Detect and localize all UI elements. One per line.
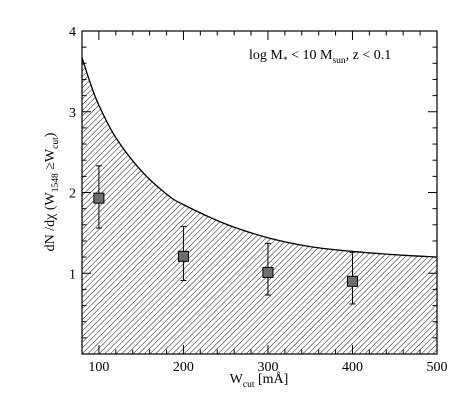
data-point-1 <box>93 165 105 229</box>
x-tick-label: 100 <box>88 360 109 375</box>
square-marker <box>346 275 358 287</box>
y-tick-label: 2 <box>69 187 76 202</box>
axis-ticks <box>82 31 437 354</box>
square-marker <box>262 266 274 278</box>
y-tick-label: 1 <box>69 267 76 282</box>
y-axis-label: dN /dχ (W1548 ≥Wcut) <box>43 132 61 251</box>
square-marker <box>93 192 105 204</box>
data-point-2 <box>177 225 189 282</box>
x-axis-label: Wcut [mÅ] <box>230 371 289 390</box>
x-tick-label: 400 <box>342 360 363 375</box>
shaded-region <box>82 57 437 354</box>
x-tick-label: 200 <box>173 360 194 375</box>
x-tick-label: 300 <box>257 360 278 375</box>
chart-annotation: log M* < 10 Msun, z < 0.1 <box>249 48 391 66</box>
square-marker <box>177 250 189 262</box>
x-tick-label: 500 <box>427 360 448 375</box>
data-point-3 <box>262 242 274 296</box>
y-tick-label: 3 <box>69 106 76 121</box>
upper-limit-curve <box>82 57 437 258</box>
hatched-area <box>82 57 437 354</box>
upper-curve-line <box>82 57 437 258</box>
y-tick-label: 4 <box>69 25 76 40</box>
data-points <box>93 165 358 305</box>
tick-labels: 100 200 300 400 500 1 2 3 4 <box>69 25 448 375</box>
data-point-4 <box>346 251 358 305</box>
